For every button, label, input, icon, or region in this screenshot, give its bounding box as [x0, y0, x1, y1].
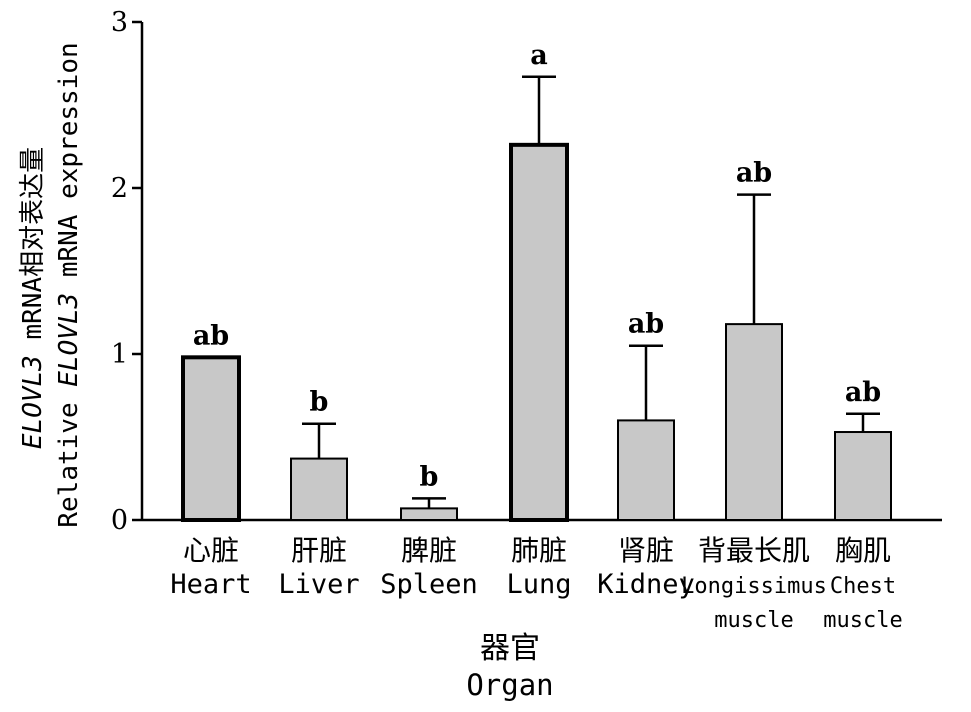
y-axis-ticks: 0 1 2 3	[111, 7, 142, 536]
category-label-en: Spleen	[380, 569, 478, 600]
category-label-en: Chest	[830, 574, 896, 599]
category-label-en: Lung	[506, 569, 571, 600]
bar	[834, 431, 892, 521]
category-label-cn: 背最长肌	[698, 534, 810, 567]
y-axis-title-run: Relative	[54, 387, 84, 528]
category-label-cn: 肾脏	[618, 534, 674, 567]
significance-label: b	[420, 461, 439, 492]
category-label-cn: 脾脏	[401, 534, 457, 567]
significance-label: a	[530, 40, 548, 71]
significance-labels: ab b b a ab ab ab	[193, 40, 881, 493]
y-axis-title-run: mRNA expression	[54, 42, 84, 292]
bar	[725, 323, 783, 521]
x-axis-title-en: Organ	[466, 668, 553, 702]
y-tick-label: 0	[111, 505, 128, 536]
y-axis-title-run: mRNA相对表达量	[18, 147, 48, 355]
error-bars	[302, 75, 880, 509]
significance-label: ab	[845, 377, 881, 408]
y-tick-label: 2	[111, 173, 128, 204]
category-label-cn: 胸肌	[835, 534, 891, 567]
y-axis-title-line: Relative ELOVL3 mRNA expression	[54, 42, 84, 527]
y-axis-title-run: ELOVL3	[18, 355, 48, 449]
bar	[181, 355, 241, 522]
bar	[617, 419, 675, 521]
bars	[181, 142, 892, 522]
significance-label: ab	[736, 158, 772, 189]
y-tick-label: 1	[111, 339, 128, 370]
x-axis-title: 器官 Organ	[466, 631, 553, 702]
bar	[509, 142, 569, 522]
y-axis-title-line: ELOVL3 mRNA相对表达量	[18, 147, 48, 449]
category-label-cn: 心脏	[183, 534, 239, 567]
bar	[400, 507, 458, 522]
category-label-en: Longissimus	[681, 574, 827, 599]
significance-label: ab	[628, 309, 664, 340]
y-axis-title-run: ELOVL3	[54, 293, 84, 387]
x-axis-title-cn: 器官	[480, 631, 540, 666]
significance-label: b	[310, 387, 329, 418]
category-label-cn: 肝脏	[291, 534, 347, 567]
y-tick-label: 3	[111, 7, 128, 38]
bar	[290, 457, 348, 521]
category-label-cn: 肺脏	[511, 534, 567, 567]
category-label-en: Liver	[278, 569, 359, 600]
category-label-en: Kidney	[597, 569, 695, 600]
category-label-en: Heart	[170, 569, 251, 600]
category-label-en: muscle	[714, 608, 793, 633]
significance-label: ab	[193, 320, 229, 351]
category-label-en: muscle	[823, 608, 902, 633]
